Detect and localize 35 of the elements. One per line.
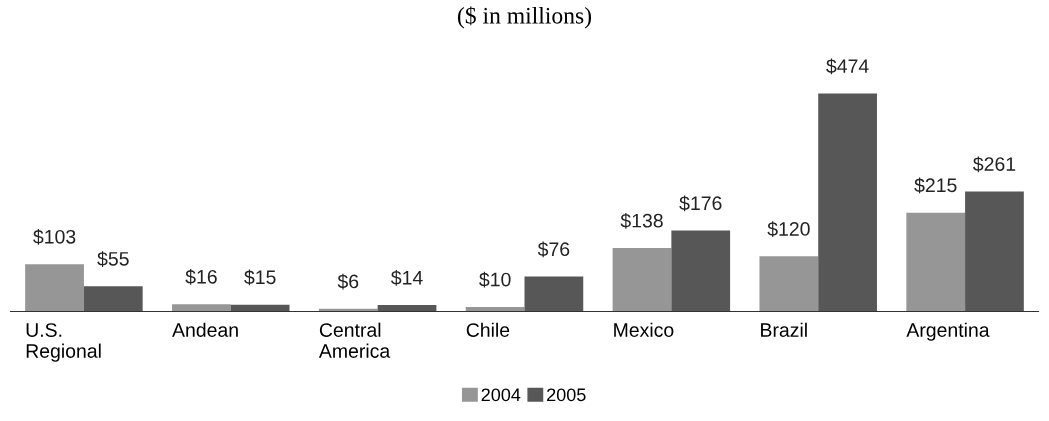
data-label: $55	[97, 251, 129, 267]
bar	[524, 276, 584, 312]
data-label: $15	[244, 269, 276, 286]
data-label: $76	[537, 241, 570, 258]
data-label: $261	[973, 156, 1016, 173]
bar	[612, 248, 672, 312]
bar	[25, 264, 84, 312]
bar	[906, 212, 966, 312]
bar	[172, 304, 231, 312]
x-tick-label: Argentina	[906, 322, 990, 341]
bar	[818, 93, 877, 312]
data-label: $6	[337, 273, 359, 290]
x-tick-label: Andean	[172, 322, 238, 337]
data-label: $120	[767, 221, 810, 237]
bar	[759, 256, 819, 312]
data-label: $215	[914, 177, 957, 194]
data-label: $10	[479, 271, 511, 288]
x-tick-label: Chile	[466, 322, 510, 337]
x-tick-label: Brazil	[761, 322, 807, 337]
data-label: $103	[33, 229, 76, 245]
legend-label: 2005	[547, 388, 586, 402]
bar	[671, 230, 731, 312]
data-label: $16	[185, 269, 217, 285]
x-tick-label: Mexico	[614, 322, 674, 337]
data-label: $138	[620, 212, 663, 229]
x-tick-label: U.S. Regional	[26, 323, 101, 362]
data-label: $474	[826, 58, 869, 75]
x-tick-label: Central America	[318, 322, 391, 358]
bar	[83, 286, 143, 312]
data-label: $14	[391, 270, 423, 286]
data-label: $176	[679, 195, 722, 212]
legend-label: 2004	[481, 388, 521, 402]
chart-title: ($ in millions)	[457, 6, 592, 29]
bar	[965, 191, 1024, 312]
bar	[377, 305, 437, 312]
